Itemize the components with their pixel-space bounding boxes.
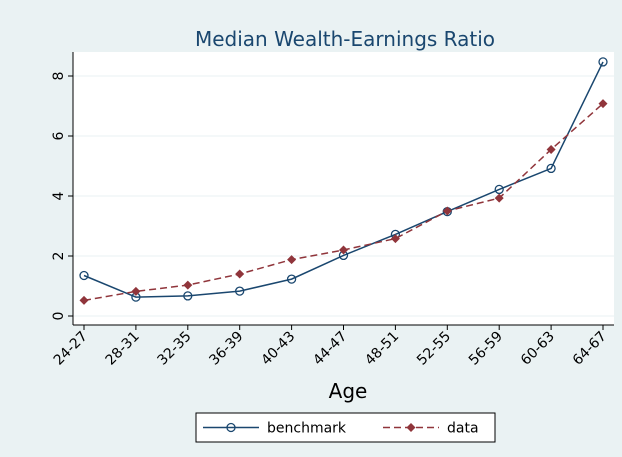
y-tick-label: 6 <box>51 131 67 140</box>
point <box>546 163 556 174</box>
point <box>287 255 297 265</box>
point <box>183 291 193 301</box>
legend-label: benchmark <box>267 421 347 437</box>
legend-marker <box>226 422 236 433</box>
point <box>390 234 400 244</box>
point <box>235 269 245 279</box>
y-tick-label: 2 <box>51 252 67 261</box>
point <box>183 280 193 290</box>
legend-marker <box>406 423 416 432</box>
point <box>598 57 608 67</box>
x-axis-label: Age <box>329 379 368 403</box>
point <box>235 286 245 296</box>
point <box>79 270 89 281</box>
point <box>286 274 297 284</box>
point <box>131 286 141 296</box>
point <box>442 206 452 216</box>
point <box>339 245 348 255</box>
y-tick-label: 8 <box>51 72 67 81</box>
legend-label: data <box>447 421 479 437</box>
y-tick-label: 0 <box>51 312 67 321</box>
point <box>494 184 504 195</box>
plot-area <box>73 52 614 325</box>
chart-title: Median Wealth-Earnings Ratio <box>195 27 495 51</box>
point <box>494 193 504 203</box>
y-tick-label: 4 <box>51 191 67 200</box>
point <box>79 295 89 305</box>
point <box>598 99 608 109</box>
point <box>546 145 556 154</box>
